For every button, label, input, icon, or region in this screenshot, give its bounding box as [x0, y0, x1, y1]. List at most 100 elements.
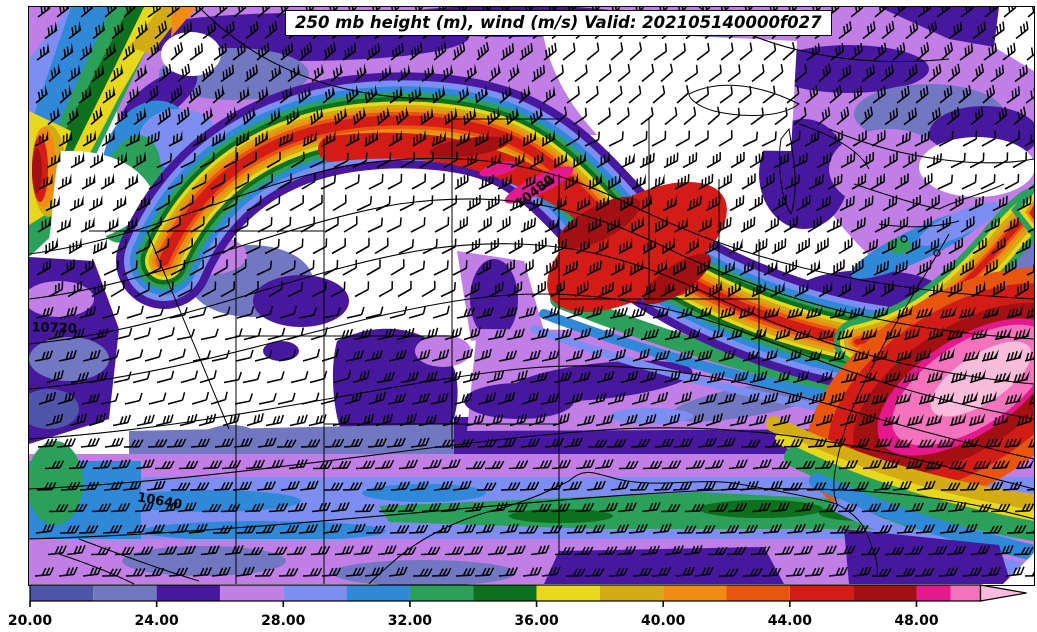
wind-barb: [950, 152, 966, 169]
wind-barb: [59, 306, 78, 319]
wind-barb: [707, 327, 725, 341]
wind-barb: [793, 107, 807, 126]
wind-barb: [770, 63, 784, 83]
wind-barb: [179, 194, 194, 212]
wind-barb: [354, 62, 367, 83]
map-boundary: [833, 233, 950, 505]
wind-barb: [695, 86, 710, 104]
wind-barb: [892, 42, 906, 61]
wind-barb: [114, 327, 133, 341]
wind-barb: [478, 392, 497, 405]
colorbar-segment: [473, 585, 537, 601]
wind-barb: [214, 217, 231, 233]
wind-barb: [264, 238, 280, 255]
wind-barb: [607, 392, 626, 405]
wind-barb: [442, 195, 457, 212]
wind-barb: [147, 7, 162, 18]
wind-barb: [873, 42, 887, 61]
shaded-band: [784, 447, 1034, 541]
wind-barb: [133, 327, 152, 341]
wind-barb: [617, 280, 632, 298]
wind-barb: [366, 43, 380, 61]
wind-barb: [1013, 327, 1031, 341]
wind-barb: [694, 130, 709, 147]
wind-barb: [576, 194, 591, 212]
wind-barb: [66, 106, 80, 126]
wind-barb: [89, 371, 108, 384]
wind-barb: [288, 238, 304, 255]
wind-barb: [235, 129, 250, 147]
wind-barb: [497, 173, 512, 190]
wind-barb: [1005, 130, 1020, 147]
wind-barb: [110, 63, 124, 83]
wind-barb: [135, 238, 151, 255]
wind-barb: [36, 259, 51, 276]
wind-barb: [946, 107, 960, 126]
wind-barb: [484, 460, 505, 470]
wind-barb: [939, 85, 953, 104]
wind-barb: [616, 327, 634, 341]
wind-barb: [949, 413, 967, 427]
wind-barb: [662, 413, 681, 427]
calm-wind-circle: [933, 249, 941, 257]
wind-barb: [286, 327, 305, 341]
wind-barb: [652, 85, 666, 104]
wind-barb: [498, 350, 518, 362]
wind-barb: [258, 173, 273, 190]
wind-barb: [222, 195, 238, 212]
wind-barb: [376, 106, 391, 126]
wind-barb: [827, 174, 843, 190]
wind-barb: [741, 173, 756, 190]
wind-barb: [475, 306, 494, 319]
wind-barb: [409, 42, 423, 61]
wind-barb: [587, 439, 608, 448]
wind-barb: [323, 42, 337, 61]
wind-barb: [245, 459, 265, 470]
wind-barb: [388, 129, 403, 147]
wind-barb: [640, 328, 660, 341]
wind-barb: [653, 43, 668, 61]
wind-barb: [881, 238, 897, 255]
wind-barb: [378, 281, 393, 298]
colorbar-segment: [219, 585, 284, 601]
wind-barb: [333, 370, 352, 384]
wind-barb: [839, 195, 855, 212]
wind-barb: [925, 194, 940, 212]
wind-barb: [374, 459, 395, 470]
wind-barb: [69, 194, 84, 212]
wind-barb: [816, 152, 832, 169]
wind-barb: [672, 258, 687, 276]
wind-barb: [851, 393, 871, 405]
wind-barb: [88, 413, 106, 427]
wind-barb: [368, 174, 384, 190]
wind-barb: [984, 217, 1001, 233]
wind-barb: [629, 42, 643, 61]
wind-barb: [355, 237, 370, 255]
wind-barb: [312, 460, 333, 470]
wind-barb: [520, 438, 540, 448]
wind-barb: [464, 281, 480, 298]
wind-barb: [618, 237, 633, 255]
wind-barb: [685, 236, 700, 255]
wind-barb: [34, 350, 54, 362]
wind-barb: [638, 413, 657, 427]
wind-barb: [484, 238, 499, 255]
wind-barb: [431, 349, 450, 362]
wind-barb: [158, 281, 174, 298]
wind-barb: [66, 328, 85, 341]
wind-barb: [58, 129, 73, 147]
wind-barb: [630, 438, 651, 448]
wind-barb: [345, 84, 360, 104]
wind-barb: [156, 153, 173, 169]
wind-barb: [815, 413, 834, 427]
wind-barb: [807, 216, 822, 233]
wind-barb: [211, 129, 226, 147]
wind-barb: [444, 327, 463, 341]
wind-barb: [1024, 350, 1034, 362]
wind-barb: [453, 438, 474, 448]
wind-barb: [972, 21, 986, 40]
wind-barb: [200, 106, 214, 126]
wind-barb: [893, 216, 909, 233]
wind-barb: [726, 107, 741, 126]
